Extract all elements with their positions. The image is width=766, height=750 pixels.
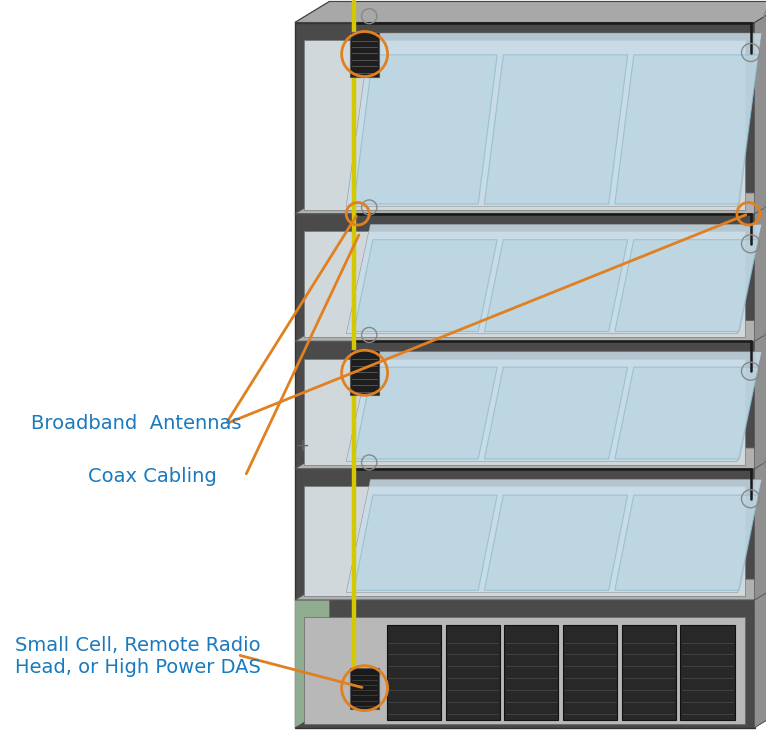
- Polygon shape: [295, 579, 329, 728]
- FancyBboxPatch shape: [350, 350, 379, 395]
- Polygon shape: [484, 368, 627, 459]
- Polygon shape: [615, 495, 758, 590]
- Polygon shape: [295, 2, 766, 22]
- Polygon shape: [615, 368, 758, 459]
- Polygon shape: [354, 495, 497, 590]
- Polygon shape: [755, 579, 766, 728]
- Polygon shape: [354, 55, 497, 204]
- Polygon shape: [755, 2, 766, 728]
- FancyBboxPatch shape: [387, 625, 441, 720]
- FancyBboxPatch shape: [304, 40, 745, 210]
- Text: Broadband  Antennas: Broadband Antennas: [31, 414, 241, 434]
- FancyBboxPatch shape: [622, 625, 676, 720]
- Polygon shape: [615, 240, 758, 332]
- Polygon shape: [484, 495, 627, 590]
- Polygon shape: [354, 240, 497, 332]
- Polygon shape: [346, 479, 761, 592]
- Polygon shape: [615, 55, 758, 204]
- FancyBboxPatch shape: [680, 625, 735, 720]
- Polygon shape: [295, 448, 766, 469]
- FancyBboxPatch shape: [304, 486, 745, 596]
- Polygon shape: [295, 579, 766, 600]
- Polygon shape: [755, 2, 766, 214]
- FancyBboxPatch shape: [350, 32, 379, 76]
- Polygon shape: [755, 193, 766, 341]
- FancyBboxPatch shape: [304, 617, 745, 724]
- Polygon shape: [295, 193, 766, 214]
- Polygon shape: [346, 352, 761, 461]
- FancyBboxPatch shape: [563, 625, 617, 720]
- Polygon shape: [295, 320, 766, 341]
- Polygon shape: [346, 224, 761, 334]
- Polygon shape: [755, 579, 766, 728]
- Polygon shape: [755, 320, 766, 469]
- FancyBboxPatch shape: [295, 22, 755, 728]
- Polygon shape: [484, 55, 627, 204]
- Text: +: +: [296, 437, 309, 455]
- Polygon shape: [295, 2, 766, 22]
- Polygon shape: [755, 448, 766, 600]
- Polygon shape: [484, 240, 627, 332]
- FancyBboxPatch shape: [304, 231, 745, 338]
- Polygon shape: [346, 33, 761, 206]
- FancyBboxPatch shape: [304, 358, 745, 465]
- Polygon shape: [354, 368, 497, 459]
- Text: Small Cell, Remote Radio
Head, or High Power DAS: Small Cell, Remote Radio Head, or High P…: [15, 636, 261, 676]
- Text: Coax Cabling: Coax Cabling: [88, 466, 217, 486]
- FancyBboxPatch shape: [504, 625, 558, 720]
- FancyBboxPatch shape: [446, 625, 499, 720]
- FancyBboxPatch shape: [350, 668, 379, 709]
